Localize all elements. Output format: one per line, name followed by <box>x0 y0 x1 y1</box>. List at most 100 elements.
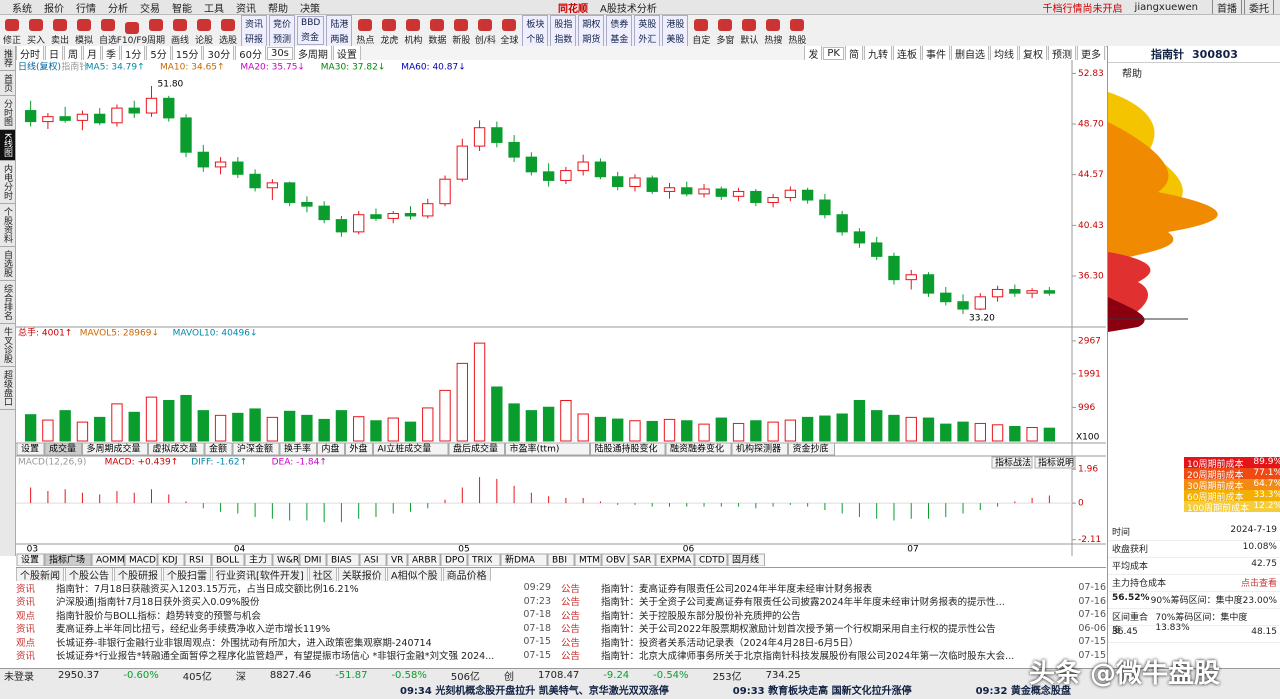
chart-tool[interactable]: 九转 <box>864 46 892 60</box>
chart-tool[interactable]: 更多 <box>1077 46 1105 60</box>
tool-button[interactable]: 两融 <box>327 30 352 46</box>
tool-button[interactable]: 新股 <box>449 16 473 46</box>
tool-button[interactable]: 龙虎 <box>377 16 401 46</box>
tab[interactable] <box>299 553 327 566</box>
news-item[interactable]: 资讯 长城证券*行业报告*转融通全面暂停之程序化监管趋严，有望提振市场信心 *非银… <box>16 649 551 663</box>
tab[interactable] <box>448 442 505 456</box>
menu-item[interactable]: 智能 <box>172 3 192 15</box>
period-button[interactable]: 1分 <box>121 46 146 60</box>
ticker-item[interactable]: 09:34 光刻机概念股开盘拉升 凯美特气、京华激光双双涨停 <box>400 685 669 697</box>
tab[interactable] <box>788 442 835 456</box>
tab[interactable] <box>44 442 82 456</box>
tool-button[interactable]: 港股 <box>663 15 688 31</box>
period-button[interactable]: 5分 <box>146 46 171 60</box>
menu-item[interactable]: 报价 <box>44 3 64 15</box>
tab[interactable] <box>574 553 602 566</box>
news-item[interactable]: 公告 指南针：关于公司2022年股票期权激励计划首次授予第一个行权期采用自主行权的… <box>561 622 1106 636</box>
tool-button[interactable]: 买入 <box>24 16 48 46</box>
tab[interactable] <box>148 442 205 456</box>
menu-item[interactable]: 决策 <box>300 3 320 15</box>
tab[interactable] <box>359 553 387 566</box>
tab[interactable] <box>345 442 373 456</box>
chart-tool[interactable]: 复权 <box>1019 46 1047 60</box>
indicator-button[interactable] <box>991 456 1033 469</box>
tool-button[interactable]: 修正 <box>0 16 24 46</box>
tab[interactable] <box>44 553 92 566</box>
window-button[interactable]: 委托 <box>1244 0 1274 14</box>
tool-button[interactable]: 资金 <box>298 29 324 44</box>
tab[interactable] <box>547 553 575 566</box>
period-button[interactable]: 日 <box>45 46 63 60</box>
tool-button[interactable]: 期货 <box>579 30 604 46</box>
tab[interactable] <box>91 553 125 566</box>
period-button[interactable]: 30分 <box>203 46 235 60</box>
news-item[interactable]: 公告 指南针：投资者关系活动记录表（2024年4月28日-6月5日） 07-15 <box>561 635 1106 649</box>
tool-button[interactable]: 卖出 <box>48 16 72 46</box>
ticker-item[interactable]: 09:33 教育板块走高 国新文化拉升涨停 <box>732 685 912 697</box>
sidebar-tab[interactable]: 牛叉诊股 <box>0 324 15 367</box>
tool-button[interactable]: F10/F9 <box>117 16 148 46</box>
menu-item[interactable]: 资讯 <box>236 3 256 15</box>
tool-button[interactable]: 自选 <box>96 16 120 46</box>
chart-tool[interactable]: 事件 <box>922 46 950 60</box>
tool-button[interactable]: 热点 <box>353 16 377 46</box>
news-item[interactable]: 公告 指南针：麦高证券有限责任公司2024年半年度未经审计财务报表 07-16 <box>561 581 1106 595</box>
tool-button[interactable]: 全球 <box>497 16 521 46</box>
tool-button[interactable]: 数据 <box>425 16 449 46</box>
tool-button[interactable]: 论股 <box>192 16 216 46</box>
period-button[interactable]: 15分 <box>171 46 203 60</box>
news-tab[interactable]: 商品价格 <box>442 568 491 581</box>
tab[interactable] <box>655 553 695 566</box>
tab[interactable] <box>505 442 590 456</box>
chart-tool[interactable]: 发 <box>804 46 823 60</box>
tab[interactable] <box>731 442 788 456</box>
news-item[interactable]: 公告 指南针：北京大成律师事务所关于北京指南针科技发展股份有限公司2024年第一次… <box>561 649 1106 663</box>
menu-item[interactable]: 工具 <box>204 3 224 15</box>
tool-button[interactable]: 基金 <box>607 30 632 46</box>
period-button[interactable]: 60分 <box>235 46 266 60</box>
tool-button[interactable]: 陆港 <box>327 15 352 31</box>
tab[interactable] <box>440 553 468 566</box>
tab[interactable] <box>694 553 728 566</box>
tab[interactable] <box>407 553 441 566</box>
tab[interactable] <box>665 442 732 456</box>
tool-button[interactable]: 周期 <box>144 16 168 46</box>
tab[interactable] <box>16 553 45 566</box>
news-tab[interactable]: A相似个股 <box>386 568 442 581</box>
tab[interactable] <box>727 553 765 566</box>
sidebar-tab[interactable]: 推荐 <box>0 46 15 71</box>
tab[interactable] <box>500 553 548 566</box>
tool-button[interactable]: 热股 <box>785 16 809 46</box>
chart-tool[interactable]: 预测 <box>1048 46 1076 60</box>
tab[interactable] <box>279 442 317 456</box>
tool-button[interactable]: 外汇 <box>635 30 660 46</box>
tab[interactable] <box>628 553 656 566</box>
sidebar-tab[interactable]: 内电分时 <box>0 161 15 204</box>
tool-button[interactable]: 机构 <box>401 16 425 46</box>
sidebar-tab[interactable]: K线图 <box>0 130 15 161</box>
tool-button[interactable]: 股指 <box>551 15 576 31</box>
tool-button[interactable]: 英股 <box>635 15 660 31</box>
news-tab[interactable]: 行业资讯[软件开发] <box>212 568 308 581</box>
tab[interactable] <box>124 553 158 566</box>
tab[interactable] <box>272 553 300 566</box>
tab[interactable] <box>157 553 185 566</box>
tool-button[interactable]: 竞价 <box>270 15 295 31</box>
tool-button[interactable]: BBD <box>298 17 324 29</box>
news-tab[interactable]: 个股研报 <box>114 568 162 581</box>
tab[interactable] <box>386 553 408 566</box>
tool-button[interactable]: 创/科 <box>473 16 497 46</box>
news-tab[interactable]: 个股公告 <box>65 568 113 581</box>
news-item[interactable]: 资讯 指南针：7月18日获融资买入1203.15万元，占当日成交额比例16.21%… <box>16 581 551 595</box>
chart-tool[interactable]: 简 <box>845 46 863 60</box>
stat-cell[interactable]: 点击查看 <box>1240 579 1277 589</box>
news-item[interactable]: 资讯 麦高证券上半年同比扭亏，经纪业务手续费净收入逆市增长119% 07-18 <box>16 622 551 636</box>
menu-item[interactable]: 分析 <box>108 3 128 15</box>
tab[interactable] <box>16 442 45 456</box>
tool-button[interactable]: 指数 <box>551 30 576 46</box>
period-button[interactable]: 月 <box>83 46 101 60</box>
sidebar-tab[interactable]: 个股资料 <box>0 204 15 247</box>
tool-button[interactable]: 热搜 <box>761 16 785 46</box>
period-button[interactable]: 多周期 <box>293 46 332 60</box>
tool-button[interactable]: 个股 <box>523 30 548 46</box>
